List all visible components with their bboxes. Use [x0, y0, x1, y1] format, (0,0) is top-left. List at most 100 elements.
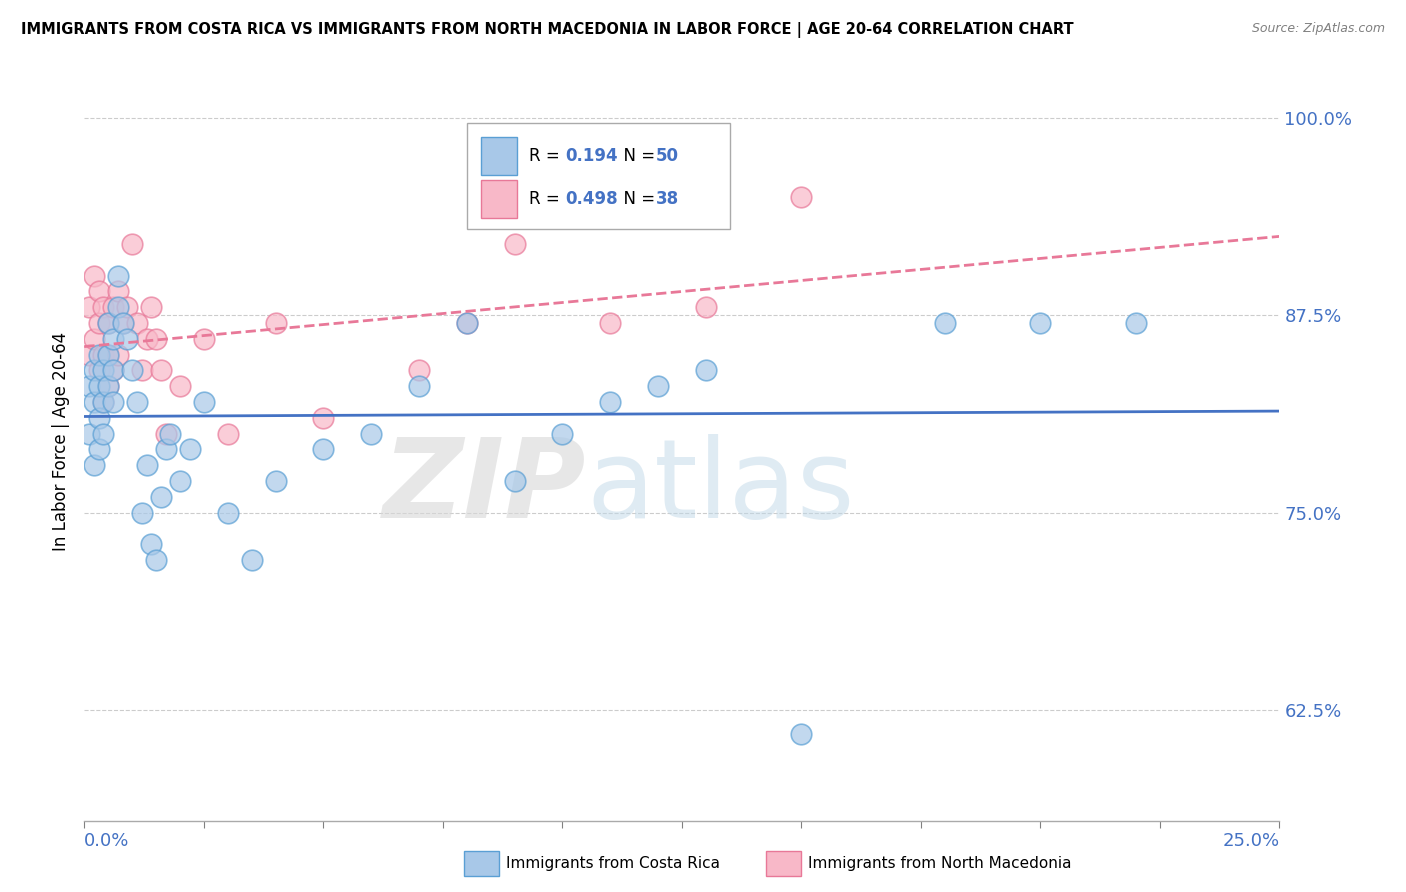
- Point: [97, 379, 120, 393]
- Text: 0.498: 0.498: [565, 190, 617, 208]
- Text: atlas: atlas: [586, 434, 855, 541]
- Point: [155, 426, 177, 441]
- Point: [155, 442, 177, 457]
- Point: [217, 426, 239, 441]
- Point: [599, 316, 621, 330]
- Point: [125, 395, 148, 409]
- Point: [93, 348, 115, 362]
- Point: [101, 300, 124, 314]
- Point: [83, 363, 105, 377]
- Text: N =: N =: [613, 146, 659, 165]
- Point: [159, 426, 181, 441]
- Y-axis label: In Labor Force | Age 20-64: In Labor Force | Age 20-64: [52, 332, 70, 551]
- Point: [107, 300, 129, 314]
- Text: 38: 38: [655, 190, 679, 208]
- Point: [97, 348, 120, 362]
- Point: [97, 316, 120, 330]
- Point: [456, 316, 478, 330]
- Point: [93, 426, 115, 441]
- Point: [93, 363, 115, 377]
- Point: [695, 363, 717, 377]
- Point: [695, 300, 717, 314]
- Bar: [481, 180, 517, 218]
- Text: Immigrants from North Macedonia: Immigrants from North Macedonia: [808, 856, 1071, 871]
- Point: [87, 363, 110, 377]
- Point: [135, 332, 157, 346]
- Point: [93, 395, 115, 409]
- Point: [145, 332, 167, 346]
- Point: [408, 379, 430, 393]
- Text: Source: ZipAtlas.com: Source: ZipAtlas.com: [1251, 22, 1385, 36]
- Point: [408, 363, 430, 377]
- Point: [77, 379, 100, 393]
- Point: [101, 332, 124, 346]
- Point: [264, 474, 287, 488]
- Point: [93, 300, 115, 314]
- Point: [790, 727, 813, 741]
- Point: [141, 300, 163, 314]
- Point: [83, 332, 105, 346]
- Point: [121, 363, 143, 377]
- Point: [360, 426, 382, 441]
- Point: [647, 379, 669, 393]
- Text: R =: R =: [529, 190, 565, 208]
- Point: [169, 474, 191, 488]
- Text: R =: R =: [529, 146, 565, 165]
- Point: [97, 379, 120, 393]
- Point: [125, 316, 148, 330]
- Point: [87, 410, 110, 425]
- Point: [312, 442, 335, 457]
- Point: [121, 237, 143, 252]
- Point: [117, 300, 139, 314]
- Text: 0.194: 0.194: [565, 146, 617, 165]
- Point: [135, 458, 157, 473]
- Bar: [481, 136, 517, 175]
- Point: [87, 379, 110, 393]
- Point: [312, 410, 335, 425]
- Point: [1029, 316, 1052, 330]
- Point: [101, 363, 124, 377]
- Point: [149, 490, 172, 504]
- Text: 25.0%: 25.0%: [1222, 831, 1279, 850]
- Text: Immigrants from Costa Rica: Immigrants from Costa Rica: [506, 856, 720, 871]
- Point: [77, 300, 100, 314]
- Point: [87, 348, 110, 362]
- Point: [107, 285, 129, 299]
- Point: [264, 316, 287, 330]
- FancyBboxPatch shape: [467, 123, 730, 229]
- Point: [193, 332, 215, 346]
- Point: [107, 268, 129, 283]
- Point: [1125, 316, 1147, 330]
- Point: [87, 316, 110, 330]
- Point: [169, 379, 191, 393]
- Text: ZIP: ZIP: [382, 434, 586, 541]
- Point: [97, 348, 120, 362]
- Text: N =: N =: [613, 190, 659, 208]
- Text: 50: 50: [655, 146, 679, 165]
- Point: [145, 553, 167, 567]
- Point: [101, 363, 124, 377]
- Point: [503, 474, 526, 488]
- Point: [131, 506, 153, 520]
- Point: [149, 363, 172, 377]
- Point: [101, 395, 124, 409]
- Point: [111, 316, 134, 330]
- Point: [77, 426, 100, 441]
- Point: [87, 442, 110, 457]
- Point: [503, 237, 526, 252]
- Text: 0.0%: 0.0%: [84, 831, 129, 850]
- Point: [77, 348, 100, 362]
- Point: [93, 395, 115, 409]
- Point: [97, 316, 120, 330]
- Point: [131, 363, 153, 377]
- Text: IMMIGRANTS FROM COSTA RICA VS IMMIGRANTS FROM NORTH MACEDONIA IN LABOR FORCE | A: IMMIGRANTS FROM COSTA RICA VS IMMIGRANTS…: [21, 22, 1074, 38]
- Point: [790, 190, 813, 204]
- Point: [117, 332, 139, 346]
- Point: [599, 395, 621, 409]
- Point: [83, 458, 105, 473]
- Point: [111, 316, 134, 330]
- Point: [107, 348, 129, 362]
- Point: [179, 442, 201, 457]
- Point: [240, 553, 263, 567]
- Point: [551, 426, 574, 441]
